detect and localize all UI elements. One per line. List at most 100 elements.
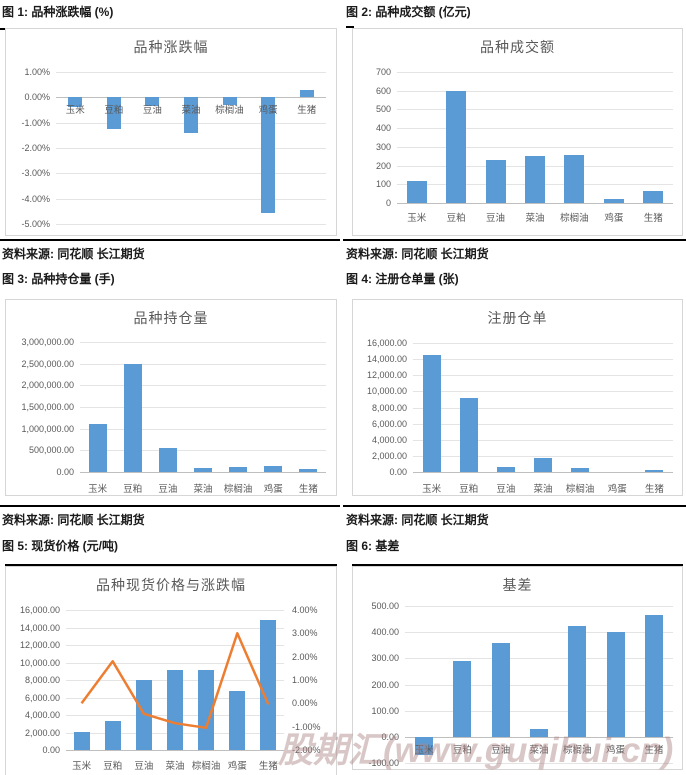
y-axis-tick-label: -2.00% bbox=[21, 143, 50, 153]
bar-鸡蛋 bbox=[264, 465, 283, 472]
y-axis-tick-label: 100 bbox=[375, 179, 391, 190]
bar-豆油 bbox=[135, 680, 152, 750]
x-category-label: 玉米 bbox=[65, 105, 85, 117]
gridline bbox=[405, 684, 673, 686]
figure-2-caption: 图 2: 品种成交额 (亿元) bbox=[346, 5, 471, 19]
chart-title: 品种成交额 bbox=[480, 39, 555, 55]
gridline bbox=[413, 375, 673, 377]
x-category-label: 鸡蛋 bbox=[258, 105, 278, 117]
y-axis-tick-label: 14,000.00 bbox=[19, 622, 60, 633]
x-category-label: 豆油 bbox=[142, 105, 162, 117]
figure-4-caption: 图 4: 注册仓单量 (张) bbox=[346, 272, 459, 286]
y-axis-tick-label: 2,000.00 bbox=[24, 727, 60, 738]
bar-玉米 bbox=[68, 97, 83, 108]
x-category-label: 豆粕 bbox=[446, 213, 466, 224]
x-category-label: 鸡蛋 bbox=[607, 484, 627, 495]
x-category-label: 豆油 bbox=[496, 484, 516, 495]
y-axis-tick-label: 4,000.00 bbox=[24, 710, 60, 720]
gridline bbox=[80, 450, 326, 452]
gridline bbox=[66, 662, 284, 664]
gridline bbox=[405, 710, 673, 712]
bar-豆粕 bbox=[446, 90, 467, 203]
y-axis-tick-label: 400.00 bbox=[371, 627, 399, 638]
bar-菜油 bbox=[530, 728, 548, 737]
gridline bbox=[397, 146, 673, 148]
x-category-label: 生猪 bbox=[297, 105, 317, 117]
source-text: 资料来源: 同花顺 长江期货 bbox=[346, 513, 489, 527]
x-axis-line bbox=[405, 736, 673, 738]
x-category-label: 菜油 bbox=[165, 761, 185, 772]
x-category-label: 豆粕 bbox=[104, 105, 124, 117]
gridline bbox=[405, 763, 673, 764]
y-axis-tick-label: 500,000.00 bbox=[28, 445, 74, 456]
x-category-label: 豆粕 bbox=[123, 484, 143, 495]
y-axis-tick-label: 300.00 bbox=[371, 653, 399, 664]
bar-生猪 bbox=[645, 470, 664, 472]
x-axis-line bbox=[397, 203, 673, 204]
x-category-label: 棕榈油 bbox=[563, 744, 592, 756]
y-axis-tick-label: 1,000,000.00 bbox=[21, 423, 74, 434]
y-axis-tick-label: 3,000,000.00 bbox=[21, 337, 74, 347]
bar-玉米 bbox=[422, 355, 441, 472]
x-category-label: 菜油 bbox=[193, 484, 213, 495]
bar-棕榈油 bbox=[568, 625, 587, 737]
gridline bbox=[56, 173, 326, 175]
gridline bbox=[413, 391, 673, 393]
x-category-label: 豆油 bbox=[491, 744, 511, 756]
y-axis-tick-label: 10,000.00 bbox=[366, 386, 407, 397]
y-axis-tick-label: -5.00% bbox=[21, 219, 50, 229]
y-axis-tick-label: 1.00% bbox=[24, 67, 50, 77]
bar-菜油 bbox=[184, 97, 198, 133]
bar-菜油 bbox=[194, 468, 212, 472]
right-y-axis-tick-label: 2.00% bbox=[292, 651, 318, 662]
x-category-label: 棕榈油 bbox=[565, 484, 595, 495]
figure-1-caption: 图 1: 品种涨跌幅 (%) bbox=[2, 5, 114, 19]
x-axis-line bbox=[80, 472, 326, 473]
gridline bbox=[80, 407, 326, 408]
bar-生猪 bbox=[299, 89, 314, 98]
chart-title: 品种持仓量 bbox=[133, 310, 209, 326]
bar-鸡蛋 bbox=[603, 198, 624, 203]
right-y-axis-tick-label: 1.00% bbox=[292, 675, 318, 685]
y-axis-tick-label: 500 bbox=[375, 104, 391, 115]
gridline bbox=[397, 109, 673, 111]
bar-玉米 bbox=[73, 731, 90, 750]
y-axis-tick-label: 16,000.00 bbox=[366, 338, 407, 348]
y-axis-tick-label: 6,000.00 bbox=[24, 692, 60, 703]
chart-price-change: 品种涨跌幅 1.00% 0.00% -1.00% -2.00% -3.00% -4.00%… bbox=[5, 28, 337, 236]
y-axis-tick-label: 700 bbox=[375, 67, 391, 77]
y-axis-tick-label: -1.00% bbox=[21, 117, 50, 128]
x-category-label: 菜油 bbox=[533, 484, 553, 495]
chart-title: 品种现货价格与涨跌幅 bbox=[96, 577, 246, 593]
x-category-label: 豆油 bbox=[486, 213, 506, 224]
bar-菜油 bbox=[525, 156, 545, 203]
y-axis-tick-label: 4,000.00 bbox=[371, 434, 407, 445]
bar-豆粕 bbox=[459, 397, 478, 472]
y-axis-tick-label: -100.00 bbox=[368, 758, 399, 768]
bar-豆粕 bbox=[106, 97, 121, 129]
x-category-label: 鸡蛋 bbox=[263, 484, 283, 495]
x-category-label: 棕榈油 bbox=[560, 213, 589, 224]
source-text: 资料来源: 同花顺 长江期货 bbox=[2, 247, 145, 261]
bar-生猪 bbox=[644, 615, 663, 737]
bar-菜油 bbox=[534, 458, 552, 472]
source-rule bbox=[0, 505, 340, 507]
bar-棕榈油 bbox=[198, 670, 215, 750]
gridline bbox=[397, 90, 673, 92]
bar-棕榈油 bbox=[571, 468, 590, 472]
y-axis-tick-label: 10,000.00 bbox=[19, 657, 60, 668]
y-axis-tick-label: 100.00 bbox=[371, 705, 399, 716]
gridline bbox=[80, 363, 326, 365]
bar-鸡蛋 bbox=[229, 690, 246, 750]
chart-title: 基差 bbox=[502, 577, 533, 593]
x-axis-line bbox=[413, 472, 673, 473]
bar-玉米 bbox=[406, 180, 427, 203]
x-category-label: 菜油 bbox=[525, 213, 545, 224]
y-axis-tick-label: 0.00 bbox=[389, 467, 407, 477]
x-category-label: 玉米 bbox=[88, 484, 108, 495]
bar-豆粕 bbox=[104, 721, 121, 750]
x-category-label: 豆粕 bbox=[103, 761, 123, 772]
chart-warehouse-receipts: 注册仓单 16,000.00 14,000.00 12,000.00 10,000.0… bbox=[352, 299, 683, 496]
bar-豆油 bbox=[491, 643, 510, 737]
x-category-label: 菜油 bbox=[181, 105, 201, 117]
